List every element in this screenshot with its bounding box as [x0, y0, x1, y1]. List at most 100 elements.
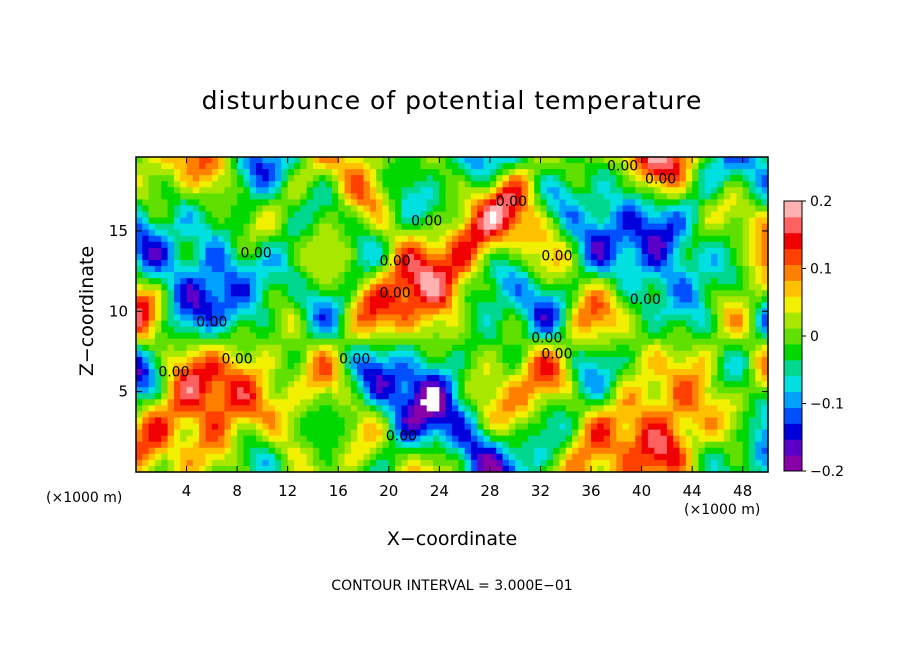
- heatmap-cell: [559, 272, 567, 279]
- heatmap-cell: [496, 417, 504, 425]
- heatmap-cell: [300, 235, 308, 243]
- heatmap-cell: [319, 344, 327, 352]
- heatmap-cell: [243, 411, 251, 419]
- heatmap-cell: [489, 320, 497, 328]
- heatmap-cell: [224, 205, 232, 213]
- heatmap-cell: [502, 266, 510, 273]
- heatmap-cell: [692, 259, 700, 267]
- heatmap-cell: [180, 235, 188, 243]
- heatmap-cell: [749, 381, 756, 388]
- heatmap-cell: [483, 453, 491, 461]
- heatmap-cell: [350, 393, 358, 400]
- heatmap-cell: [553, 217, 561, 225]
- heatmap-cell: [521, 381, 529, 388]
- heatmap-cell: [698, 411, 706, 419]
- heatmap-cell: [591, 441, 598, 449]
- heatmap-cell: [647, 247, 655, 255]
- heatmap-cell: [136, 338, 143, 346]
- heatmap-cell: [350, 375, 358, 382]
- heatmap-cell: [230, 235, 238, 243]
- heatmap-cell: [350, 369, 358, 376]
- heatmap-cell: [199, 399, 207, 406]
- heatmap-cell: [357, 259, 365, 267]
- heatmap-cell: [723, 205, 731, 213]
- heatmap-cell: [401, 193, 409, 201]
- heatmap-cell: [420, 272, 428, 279]
- heatmap-cell: [319, 217, 327, 225]
- heatmap-cell: [230, 381, 238, 388]
- heatmap-cell: [338, 253, 346, 261]
- heatmap-cell: [167, 205, 175, 213]
- heatmap-cell: [243, 211, 251, 219]
- heatmap-cell: [363, 356, 371, 364]
- heatmap-cell: [515, 362, 523, 370]
- heatmap-cell: [628, 211, 636, 219]
- heatmap-cell: [331, 211, 339, 219]
- heatmap-cell: [603, 205, 611, 213]
- heatmap-cell: [433, 399, 440, 406]
- heatmap-cell: [603, 278, 611, 285]
- heatmap-cell: [730, 344, 737, 352]
- heatmap-cell: [647, 266, 655, 273]
- heatmap-cell: [477, 447, 485, 455]
- heatmap-cell: [275, 241, 282, 249]
- heatmap-cell: [243, 235, 251, 243]
- heatmap-cell: [635, 387, 643, 394]
- heatmap-cell: [287, 399, 295, 406]
- heatmap-cell: [262, 375, 270, 382]
- heatmap-cell: [553, 399, 561, 406]
- heatmap-cell: [224, 344, 232, 352]
- heatmap-cell: [445, 296, 453, 303]
- heatmap-cell: [622, 259, 630, 267]
- heatmap-cell: [470, 429, 478, 437]
- heatmap-cell: [376, 253, 384, 261]
- heatmap-cell: [306, 338, 314, 346]
- heatmap-cell: [477, 296, 485, 303]
- heatmap-cell: [445, 193, 453, 201]
- heatmap-cell: [647, 217, 655, 225]
- heatmap-cell: [382, 417, 390, 425]
- heatmap-cell: [294, 259, 301, 267]
- heatmap-cell: [717, 447, 725, 455]
- heatmap-cell: [331, 247, 339, 255]
- heatmap-cell: [660, 290, 668, 297]
- heatmap-cell: [464, 320, 472, 328]
- heatmap-cell: [597, 266, 605, 273]
- heatmap-cell: [534, 314, 542, 322]
- heatmap-cell: [350, 290, 358, 297]
- heatmap-cell: [711, 369, 719, 376]
- heatmap-cell: [515, 399, 523, 406]
- heatmap-cell: [483, 429, 491, 437]
- heatmap-cell: [350, 199, 358, 207]
- heatmap-cell: [534, 447, 542, 455]
- heatmap-cell: [452, 157, 459, 164]
- heatmap-cell: [622, 199, 630, 207]
- heatmap-cell: [578, 272, 586, 279]
- heatmap-cell: [338, 405, 346, 413]
- heatmap-cell: [723, 229, 731, 237]
- heatmap-cell: [515, 411, 523, 419]
- heatmap-cell: [161, 308, 169, 316]
- heatmap-cell: [306, 217, 314, 225]
- heatmap-cell: [142, 435, 150, 443]
- heatmap-cell: [591, 193, 598, 201]
- heatmap-cell: [452, 332, 459, 340]
- heatmap-cell: [382, 235, 390, 243]
- heatmap-cell: [388, 211, 396, 219]
- heatmap-cell: [742, 259, 750, 267]
- heatmap-cell: [521, 411, 529, 419]
- heatmap-cell: [736, 435, 744, 443]
- heatmap-cell: [148, 338, 156, 346]
- heatmap-cell: [553, 187, 561, 194]
- heatmap-cell: [749, 387, 756, 394]
- heatmap-cell: [388, 411, 396, 419]
- heatmap-cell: [477, 290, 485, 297]
- heatmap-cell: [407, 387, 415, 394]
- heatmap-cell: [199, 302, 207, 310]
- heatmap-cell: [306, 405, 314, 413]
- heatmap-cell: [357, 163, 365, 170]
- heatmap-cell: [142, 447, 150, 455]
- heatmap-cell: [167, 381, 175, 388]
- heatmap-cell: [426, 181, 434, 188]
- heatmap-cell: [616, 332, 624, 340]
